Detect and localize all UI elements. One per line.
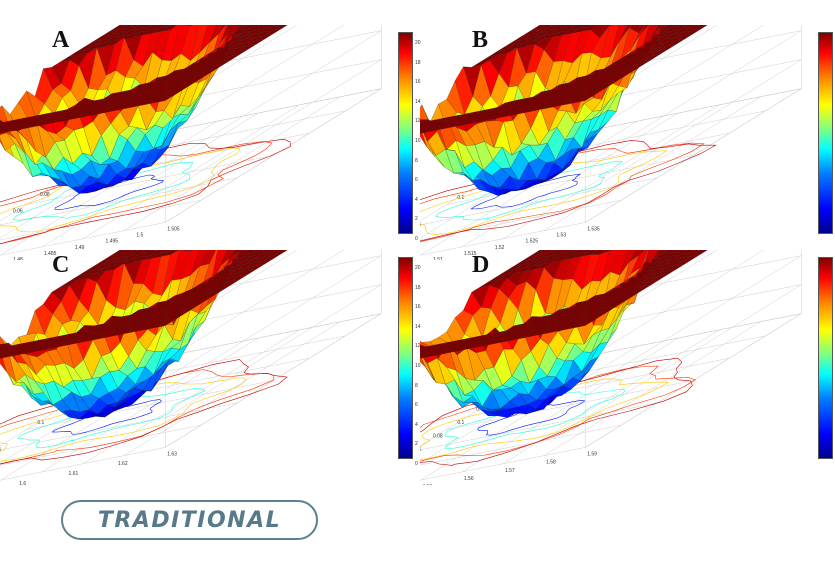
x-tick-label: 0.06 bbox=[13, 208, 23, 214]
surface-facet bbox=[0, 129, 3, 132]
colorbar-tick-label: 20 bbox=[415, 40, 421, 46]
colorbar-tick-label: 10 bbox=[415, 138, 421, 144]
surface-panel-a: A05101520250.140.120.10.080.060.040.020-… bbox=[0, 25, 421, 260]
x-tick-label: 0.08 bbox=[433, 433, 443, 439]
y-tick-label: 1.62 bbox=[118, 461, 128, 467]
y-tick-label: 1.49 bbox=[75, 245, 85, 251]
colorbar-tick-label: 4 bbox=[415, 421, 418, 428]
y-tick-label: 1.53 bbox=[556, 233, 566, 239]
panel-letter: C bbox=[52, 252, 70, 278]
surface-facet bbox=[420, 355, 426, 367]
contour-line bbox=[420, 357, 693, 466]
y-tick-label: 1.59 bbox=[587, 451, 597, 457]
colorbar-tick-label: 2 bbox=[415, 216, 418, 223]
contour-line bbox=[0, 359, 288, 465]
panel-letter: D bbox=[472, 252, 490, 278]
y-tick-label: 1.6 bbox=[19, 481, 26, 485]
traditional-label: TRADITIONAL bbox=[97, 507, 282, 533]
colorbar-tick-label: 6 bbox=[415, 177, 418, 184]
y-tick-label: 1.52 bbox=[495, 245, 505, 251]
colorbar: 20151050 bbox=[818, 32, 833, 234]
surface-facet bbox=[0, 127, 13, 134]
contour-line bbox=[420, 142, 705, 243]
contour-line bbox=[420, 378, 670, 460]
contour-line bbox=[470, 173, 582, 210]
colorbar-tick-label: 8 bbox=[415, 382, 418, 389]
surface-facet bbox=[0, 351, 2, 353]
contour-line bbox=[54, 174, 164, 211]
surface-panel-c: C05101520250.20.150.10.050-0.051.581.591… bbox=[0, 250, 421, 485]
y-tick-label: 1.55 bbox=[423, 484, 433, 485]
x-tick-label: 0.08 bbox=[40, 192, 50, 198]
energy-surface bbox=[0, 250, 288, 420]
surface-facet bbox=[420, 354, 423, 357]
surface-facet bbox=[0, 352, 13, 359]
surface-plot-svg: 05101520250.20.150.10.050-0.051.581.591.… bbox=[0, 250, 382, 485]
panel-letter: B bbox=[472, 27, 489, 53]
y-tick-label: 1.505 bbox=[167, 226, 180, 232]
y-tick-label: 1.58 bbox=[546, 460, 556, 466]
colorbar-tick-label: 12 bbox=[415, 118, 421, 125]
y-tick-label: 1.515 bbox=[464, 251, 477, 257]
colorbar-tick-label: 10 bbox=[415, 363, 421, 369]
x-tick-label: 0.1 bbox=[457, 195, 464, 201]
y-tick-label: 1.5 bbox=[136, 233, 143, 239]
y-tick-label: 1.51 bbox=[433, 257, 443, 260]
x-tick-label: 0.06 bbox=[420, 447, 421, 453]
colorbar-tick-label: 14 bbox=[415, 323, 421, 330]
surface-panel-d: D05101520250.180.160.140.120.10.080.060.… bbox=[420, 250, 835, 485]
surface-plot-svg: 05101520250.140.120.10.080.060.040.020-0… bbox=[0, 25, 382, 260]
y-tick-label: 1.48 bbox=[13, 257, 23, 260]
colorbar-tick-label: 18 bbox=[415, 59, 421, 66]
colorbar-tick-label: 16 bbox=[415, 79, 421, 86]
surface-facet bbox=[420, 129, 423, 132]
energy-surface bbox=[420, 25, 708, 196]
y-tick-label: 1.63 bbox=[167, 451, 177, 457]
contour-line bbox=[0, 138, 292, 245]
surface-facet bbox=[0, 126, 2, 128]
energy-surface bbox=[0, 25, 288, 194]
surface-facet bbox=[420, 352, 433, 359]
surface-plot-svg: 05101520250.20.150.10.050-0.051.4951.51.… bbox=[420, 25, 802, 260]
contour-line bbox=[0, 377, 247, 462]
colorbar-tick-label: 6 bbox=[415, 402, 418, 409]
energy-surface bbox=[420, 250, 708, 418]
y-tick-label: 1.535 bbox=[587, 226, 600, 232]
colorbar-tick-label: 0 bbox=[415, 461, 418, 467]
y-tick-label: 1.56 bbox=[464, 476, 474, 482]
colorbar-tick-label: 14 bbox=[415, 98, 421, 105]
traditional-label-pill: TRADITIONAL bbox=[61, 500, 318, 540]
x-tick-label: 0.05 bbox=[0, 447, 1, 453]
colorbar-tick-label: 2 bbox=[415, 441, 418, 448]
colorbar-tick-label: 12 bbox=[415, 343, 421, 350]
y-tick-label: 1.495 bbox=[106, 239, 119, 245]
colorbar-tick-label: 4 bbox=[415, 196, 418, 203]
colorbar-tick-label: 0 bbox=[415, 236, 418, 242]
x-tick-label: 0.1 bbox=[457, 420, 464, 426]
colorbar-tick-label: 16 bbox=[415, 304, 421, 311]
x-tick-label: 0.05 bbox=[420, 222, 421, 228]
y-tick-label: 1.57 bbox=[505, 468, 515, 474]
y-tick-label: 1.525 bbox=[526, 239, 539, 245]
colorbar-tick-label: 8 bbox=[415, 157, 418, 164]
floor-contours bbox=[420, 357, 696, 466]
surface-facet bbox=[0, 137, 6, 151]
y-tick-label: 1.61 bbox=[69, 471, 79, 477]
surface-panel-b: B05101520250.20.150.10.050-0.051.4951.51… bbox=[420, 25, 835, 260]
surface-facet bbox=[0, 354, 3, 357]
panel-letter: A bbox=[52, 27, 70, 53]
x-tick-label: 0.1 bbox=[37, 420, 44, 426]
surface-facet bbox=[420, 126, 422, 128]
surface-facet bbox=[420, 127, 433, 134]
surface-plot-svg: 05101520250.180.160.140.120.10.080.060.0… bbox=[420, 250, 802, 485]
colorbar-tick-label: 20 bbox=[415, 265, 421, 271]
surface-facet bbox=[420, 351, 422, 353]
colorbar-tick-label: 18 bbox=[415, 284, 421, 291]
contour-line bbox=[420, 140, 717, 242]
y-tick-label: 1.485 bbox=[44, 251, 57, 257]
